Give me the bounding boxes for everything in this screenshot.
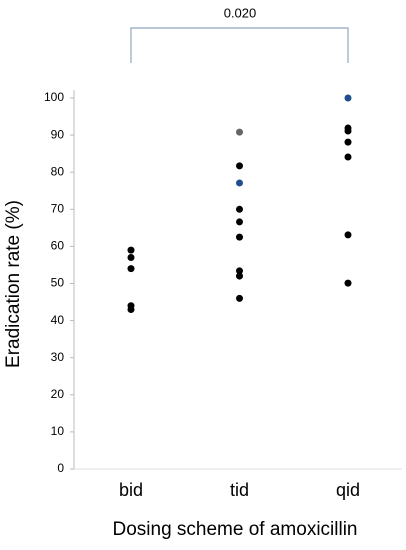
data-point xyxy=(236,205,243,213)
data-point xyxy=(236,233,243,241)
data-point xyxy=(127,265,135,273)
data-point xyxy=(236,294,243,302)
data-point xyxy=(236,267,243,275)
y-tick-label: 70 xyxy=(51,201,65,215)
data-point xyxy=(344,279,352,287)
y-tick-label: 100 xyxy=(44,90,64,104)
data-point xyxy=(344,231,352,239)
data-point xyxy=(127,254,135,262)
data-point xyxy=(236,162,243,170)
bracket-label: 0.020 xyxy=(224,5,257,20)
data-point xyxy=(236,272,243,280)
y-axis-label: Eradication rate (%) xyxy=(3,200,24,368)
data-point xyxy=(344,138,352,146)
x-tick-label: bid xyxy=(119,480,143,500)
data-point xyxy=(344,153,352,161)
y-tick-label: 10 xyxy=(51,424,65,438)
y-tick-label: 60 xyxy=(51,239,65,253)
data-point xyxy=(236,128,243,136)
y-tick-label: 30 xyxy=(51,350,65,364)
y-tick-label: 0 xyxy=(57,461,64,475)
data-point xyxy=(236,179,243,187)
data-point xyxy=(344,94,352,102)
y-tick-label: 40 xyxy=(51,313,65,327)
y-tick-label: 80 xyxy=(51,164,65,178)
x-axis-label: Dosing scheme of amoxicillin xyxy=(113,519,358,540)
x-tick-label: qid xyxy=(336,480,360,500)
data-point xyxy=(127,305,135,313)
data-point xyxy=(236,218,243,226)
y-tick-label: 20 xyxy=(51,387,65,401)
bracket xyxy=(130,27,349,63)
data-point xyxy=(344,127,352,135)
y-tick-label: 50 xyxy=(51,276,65,290)
x-tick-label: tid xyxy=(230,480,249,500)
data-point xyxy=(127,246,135,254)
y-tick-label: 90 xyxy=(51,127,65,141)
